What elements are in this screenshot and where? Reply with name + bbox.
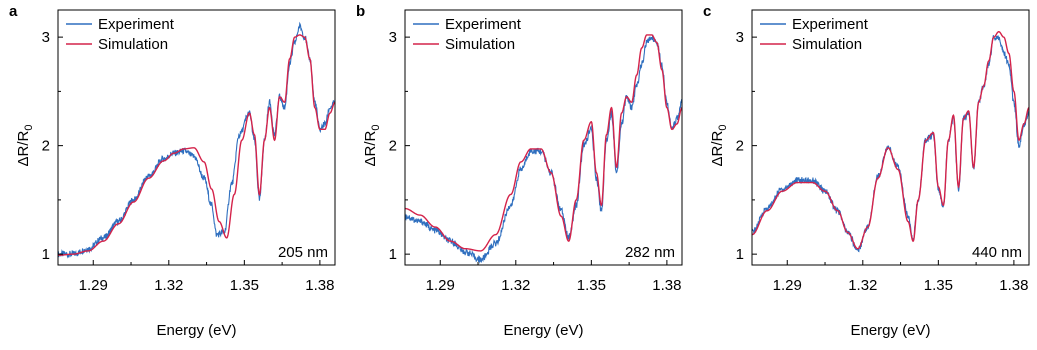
series-line-experiment [58, 21, 335, 259]
y-axis-title-subscript: 0 [717, 125, 729, 131]
chart-panel-a: a 1.29 1.32 1.35 1.38 1 2 3 Energy (eV) ΔR/R0 Expe… [9, 3, 336, 339]
y-axis-title-subscript: 0 [23, 125, 35, 131]
y-tick-label: 2 [389, 138, 397, 155]
panel-label: b [356, 3, 365, 20]
thickness-annotation: 440 nm [972, 244, 1022, 261]
y-tick-label: 1 [389, 246, 397, 263]
y-axis-title: ΔR/R0 [362, 125, 382, 167]
thickness-annotation: 205 nm [278, 244, 328, 261]
legend-label-experiment: Experiment [98, 16, 175, 33]
y-tick-label: 2 [42, 138, 50, 155]
y-tick-label: 3 [736, 29, 744, 46]
series-line-simulation [58, 34, 335, 256]
x-tick-label: 1.32 [154, 277, 183, 294]
x-tick-label: 1.35 [924, 277, 953, 294]
legend-label-simulation: Simulation [792, 36, 862, 53]
series-line-experiment [405, 34, 682, 265]
x-tick-label: 1.32 [501, 277, 530, 294]
legend-label-experiment: Experiment [792, 16, 869, 33]
legend-label-experiment: Experiment [445, 16, 522, 33]
plot-frame [57, 9, 336, 266]
x-tick-label: 1.29 [79, 277, 108, 294]
y-tick-label: 1 [736, 246, 744, 263]
legend-label-simulation: Simulation [98, 36, 168, 53]
panel-label: c [703, 3, 711, 20]
y-axis-title-subscript: 0 [370, 125, 382, 131]
x-axis-title: Energy (eV) [156, 322, 236, 339]
y-axis-title: ΔR/R0 [15, 125, 35, 167]
y-tick-label: 2 [736, 138, 744, 155]
chart-panel-c: c 1.29 1.32 1.35 1.38 1 2 3 Energy (eV) ΔR/R0 Expe… [703, 3, 1030, 339]
x-tick-label: 1.29 [426, 277, 455, 294]
series-line-simulation [752, 31, 1029, 250]
series-line-simulation [405, 34, 682, 252]
x-tick-label: 1.32 [848, 277, 877, 294]
plot-frame [404, 9, 683, 266]
x-tick-label: 1.38 [999, 277, 1028, 294]
x-axis-title: Energy (eV) [850, 322, 930, 339]
x-axis-title: Energy (eV) [503, 322, 583, 339]
plot-frame [751, 9, 1030, 266]
x-tick-label: 1.38 [305, 277, 334, 294]
y-tick-label: 3 [389, 29, 397, 46]
y-tick-label: 1 [42, 246, 50, 263]
chart-panel-b: b 1.29 1.32 1.35 1.38 1 2 3 Energy (eV) ΔR/R0 Expe… [356, 3, 683, 339]
y-axis-title-main: ΔR/R [362, 130, 379, 166]
x-tick-label: 1.35 [230, 277, 259, 294]
y-axis-title-main: ΔR/R [709, 130, 726, 166]
x-tick-label: 1.35 [577, 277, 606, 294]
y-axis-title: ΔR/R0 [709, 125, 729, 167]
y-axis-title-main: ΔR/R [15, 130, 32, 166]
legend-label-simulation: Simulation [445, 36, 515, 53]
x-tick-label: 1.38 [652, 277, 681, 294]
y-tick-label: 3 [42, 29, 50, 46]
panel-label: a [9, 3, 18, 20]
x-tick-label: 1.29 [773, 277, 802, 294]
thickness-annotation: 282 nm [625, 244, 675, 261]
